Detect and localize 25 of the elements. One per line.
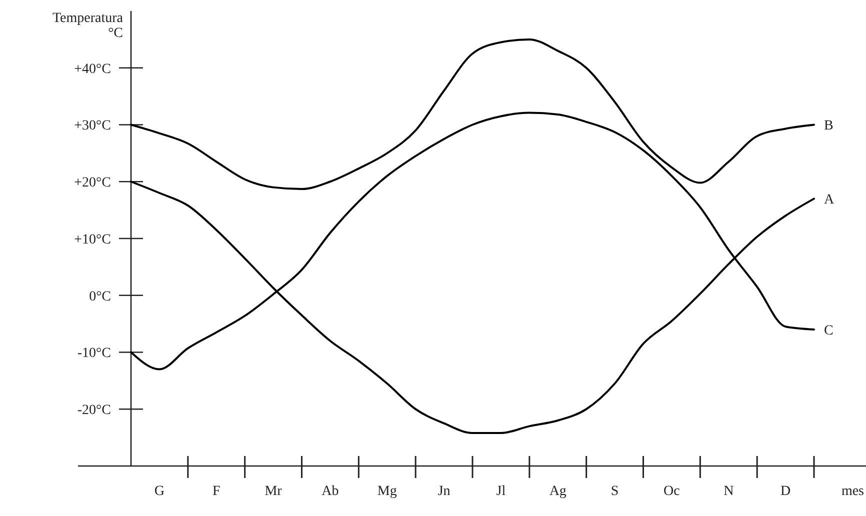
y-tick-label: +40°C <box>74 62 111 77</box>
x-tick-label: Ab <box>322 484 339 499</box>
series-label: C <box>824 323 834 338</box>
line-series <box>130 38 815 190</box>
series-label: A <box>824 192 835 208</box>
x-tick-label: Jn <box>438 484 450 499</box>
x-tick-label: F <box>212 484 220 499</box>
x-tick-label: G <box>154 484 165 499</box>
y-tick-label: 0°C <box>89 289 111 304</box>
y-axis-title: Temperatura °C <box>52 11 124 41</box>
x-tick-label: D <box>780 484 791 499</box>
x-tick-label: Mr <box>264 484 282 499</box>
x-tick-label: Mg <box>377 484 397 499</box>
y-tick-label: -20°C <box>77 403 111 418</box>
y-tick-label: +30°C <box>74 118 111 134</box>
x-tick-label: Jl <box>496 484 506 499</box>
y-tick-label: +10°C <box>74 232 111 248</box>
x-tick-label: N <box>724 484 734 499</box>
y-tick-label: +20°C <box>74 176 111 191</box>
x-axis-title: mes <box>841 484 864 499</box>
series-label: B <box>824 118 834 134</box>
x-tick-label: Oc <box>664 484 680 499</box>
x-tick-label: Ag <box>549 484 566 499</box>
y-tick-label: -10°C <box>77 346 111 362</box>
x-tick-label: S <box>610 484 619 499</box>
